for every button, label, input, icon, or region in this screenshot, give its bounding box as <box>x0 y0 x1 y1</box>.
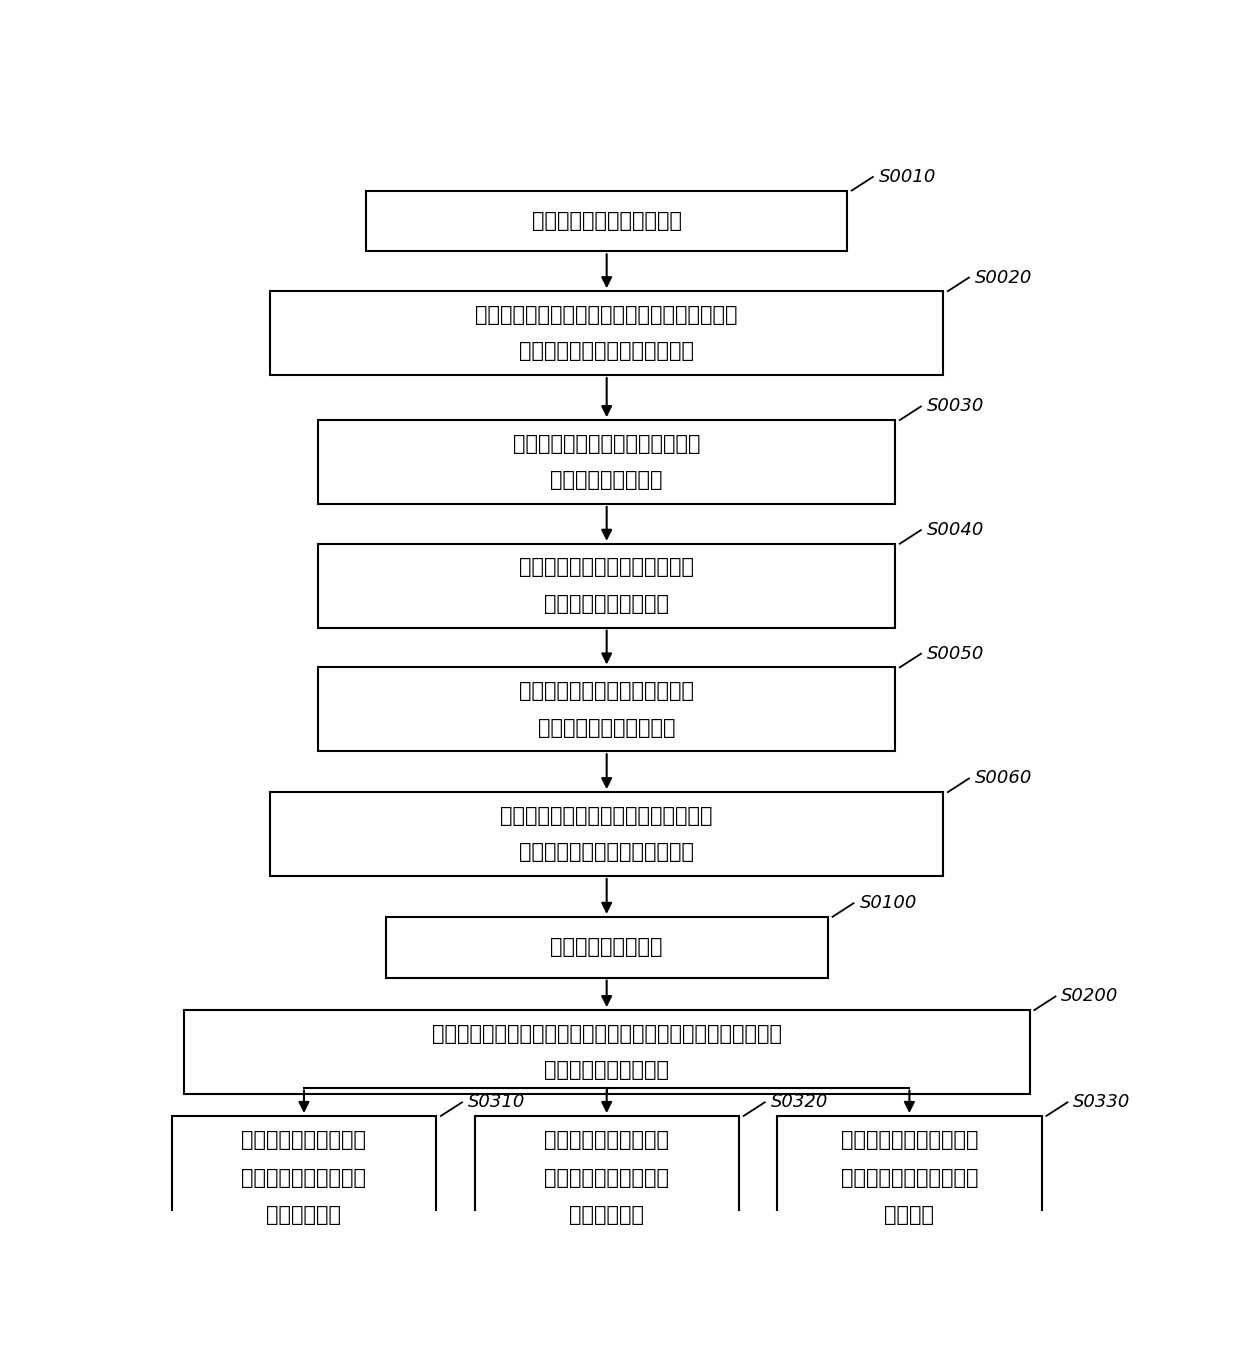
Bar <box>319 544 895 627</box>
Bar <box>319 421 895 504</box>
Text: S0050: S0050 <box>926 645 985 663</box>
Text: ，息灯仓储框上的操控显示装置: ，息灯仓储框上的操控显示装置 <box>520 842 694 863</box>
Bar <box>172 1116 436 1240</box>
Text: S0060: S0060 <box>975 769 1032 788</box>
Text: 品分配对应的仓库区中的仓储框: 品分配对应的仓库区中的仓储框 <box>520 342 694 361</box>
Text: 产品数目生成产品明细: 产品数目生成产品明细 <box>544 1060 670 1081</box>
Text: 上位机获取订单信息: 上位机获取订单信息 <box>551 938 663 957</box>
Text: 上位机根据产品信息，按照预设的仓储规则给产: 上位机根据产品信息，按照预设的仓储规则给产 <box>475 305 738 325</box>
Text: S0200: S0200 <box>1061 988 1118 1006</box>
Text: 操控显示装置的仓储框中: 操控显示装置的仓储框中 <box>538 717 676 738</box>
Bar <box>475 1116 739 1240</box>
Text: 期，周期性发送产品明: 期，周期性发送产品明 <box>242 1168 367 1188</box>
Text: 上位机根据预设订单数: 上位机根据预设订单数 <box>544 1130 670 1150</box>
Bar <box>777 1116 1042 1240</box>
Text: 细至第一货架: 细至第一货架 <box>569 1206 644 1225</box>
Text: 上位机根据预设发送周: 上位机根据预设发送周 <box>242 1130 367 1150</box>
Text: 当产品放入点亮触摸显示屏的仓储框后: 当产品放入点亮触摸显示屏的仓储框后 <box>501 806 713 826</box>
Bar <box>270 792 942 876</box>
Text: 仓储框的操控显示装置: 仓储框的操控显示装置 <box>544 593 670 614</box>
Text: 上位机根据预设产品数量: 上位机根据预设产品数量 <box>841 1130 978 1150</box>
Text: S0100: S0100 <box>859 894 916 912</box>
Text: S0030: S0030 <box>926 397 985 415</box>
Text: S0330: S0330 <box>1074 1093 1131 1112</box>
Text: 上位机提取订单信息中的产品名称和产品数目，根据产品名称和: 上位机提取订单信息中的产品名称和产品数目，根据产品名称和 <box>432 1023 781 1044</box>
Text: 仓储框接收第一点亮指令，点亮: 仓储框接收第一点亮指令，点亮 <box>520 558 694 577</box>
Bar <box>386 917 828 977</box>
Text: S0020: S0020 <box>975 268 1032 287</box>
Text: 上位机根据产品信息发送第一点亮: 上位机根据产品信息发送第一点亮 <box>513 434 701 453</box>
Text: 将产品信息对应的产品放入点亮: 将产品信息对应的产品放入点亮 <box>520 680 694 701</box>
Text: S0320: S0320 <box>770 1093 828 1112</box>
Text: S0010: S0010 <box>879 167 936 186</box>
Bar <box>367 191 847 252</box>
Text: 指令至对应的仓储框: 指令至对应的仓储框 <box>551 470 663 490</box>
Text: 上位机获取产品的产品信息: 上位机获取产品的产品信息 <box>532 211 682 231</box>
Bar <box>270 291 942 376</box>
Text: ，周期性发送产品明细至: ，周期性发送产品明细至 <box>841 1168 978 1188</box>
Bar <box>319 667 895 751</box>
Text: 细至第一货架: 细至第一货架 <box>267 1206 341 1225</box>
Text: 量，周期性发送产品明: 量，周期性发送产品明 <box>544 1168 670 1188</box>
Bar <box>184 1010 1029 1094</box>
Text: S0040: S0040 <box>926 521 985 539</box>
Text: 第一货架: 第一货架 <box>884 1206 935 1225</box>
Text: S0310: S0310 <box>467 1093 526 1112</box>
